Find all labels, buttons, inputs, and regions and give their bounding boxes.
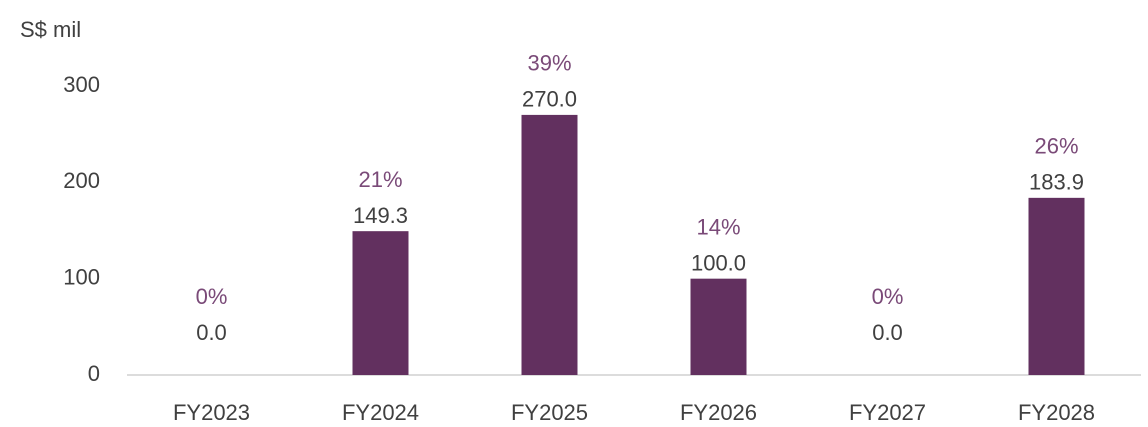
y-tick-label: 100 xyxy=(63,264,100,289)
bar xyxy=(690,278,747,375)
y-tick-label: 300 xyxy=(63,72,100,97)
y-tick-label: 0 xyxy=(88,361,100,386)
y-tick-label: 200 xyxy=(63,168,100,193)
value-label: 183.9 xyxy=(1029,170,1084,195)
x-tick-label: FY2027 xyxy=(849,400,926,425)
value-label: 100.0 xyxy=(691,250,746,275)
x-tick-label: FY2026 xyxy=(680,400,757,425)
bar xyxy=(1028,197,1085,375)
x-tick-label: FY2028 xyxy=(1018,400,1095,425)
share-label: 14% xyxy=(696,214,740,239)
y-axis-label: S$ mil xyxy=(20,17,81,42)
share-label: 26% xyxy=(1034,134,1078,159)
share-label: 0% xyxy=(872,284,904,309)
bar xyxy=(521,114,578,376)
share-label: 39% xyxy=(527,51,571,76)
bar xyxy=(352,231,409,375)
x-tick-label: FY2023 xyxy=(173,400,250,425)
value-label: 0.0 xyxy=(872,320,903,345)
share-label: 0% xyxy=(196,284,228,309)
value-label: 0.0 xyxy=(196,320,227,345)
x-tick-label: FY2024 xyxy=(342,400,419,425)
x-tick-label: FY2025 xyxy=(511,400,588,425)
value-label: 270.0 xyxy=(522,87,577,112)
value-label: 149.3 xyxy=(353,203,408,228)
share-label: 21% xyxy=(358,167,402,192)
